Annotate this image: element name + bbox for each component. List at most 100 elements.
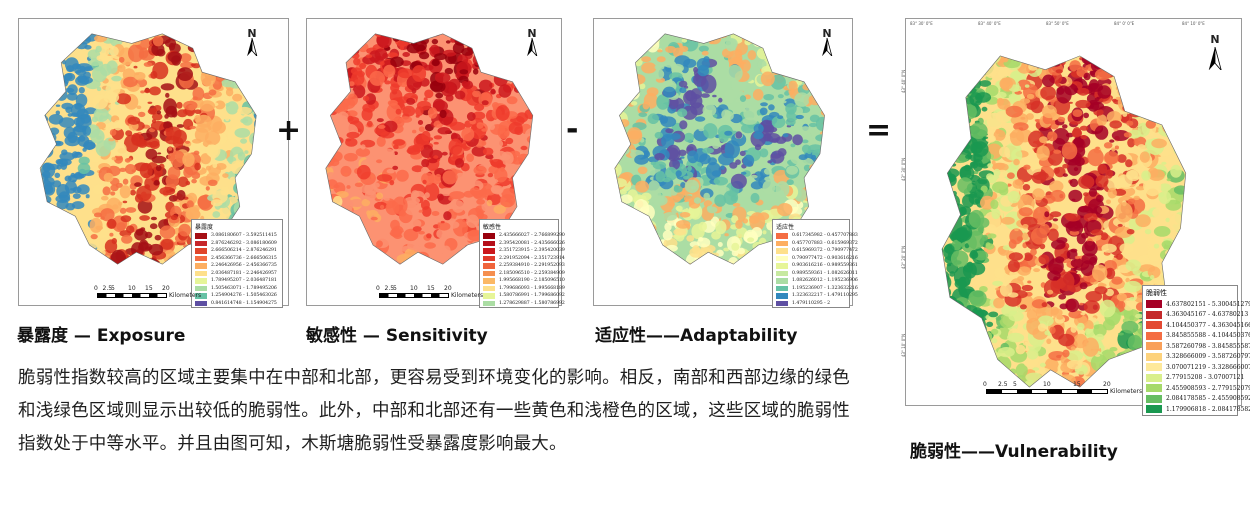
legend-swatch bbox=[483, 285, 495, 291]
scale-tick-label: 15 bbox=[427, 285, 435, 292]
legend-item: 0.841614748 - 1.154904275 bbox=[192, 300, 282, 308]
vulnerability-legend: 脆弱性 4.637802151 - 5.300451279 4.363045167 … bbox=[1142, 285, 1250, 416]
legend-label: 2.876246292 - 3.086180609 bbox=[211, 240, 277, 246]
legend-label: 2.77915208 - 3.07007121 bbox=[1166, 374, 1245, 382]
scale-tick-label: 20 bbox=[1103, 381, 1111, 388]
legend-swatch bbox=[776, 300, 788, 306]
legend-item: 1.789495207 - 2.036487181 bbox=[192, 277, 282, 285]
scale-bar: 0 2.5 5 10 15 20 Kilometers bbox=[983, 381, 1142, 399]
legend-label: 0.617345982 - 0.457707883 bbox=[792, 233, 858, 239]
legend-swatch bbox=[195, 240, 207, 246]
exposure-caption: 暴露度 — Exposure bbox=[17, 326, 186, 346]
legend-label: 0.790977472 - 0.903616216 bbox=[792, 255, 858, 261]
legend-label: 2.291952094 - 2.351723914 bbox=[499, 255, 565, 261]
adaptability-legend: 适应性 0.617345982 - 0.457707883 0.457707883 … bbox=[772, 219, 858, 308]
legend-item: 1.278629887 - 1.580786992 bbox=[480, 300, 565, 308]
legend-item: 1.179906818 - 2.084178582 bbox=[1143, 404, 1250, 415]
legend-swatch bbox=[776, 263, 788, 269]
legend-item: 2.456366736 - 2.666506315 bbox=[192, 255, 282, 263]
legend-swatch bbox=[1146, 300, 1162, 309]
legend-swatch bbox=[195, 233, 207, 239]
scale-tick-label: 10 bbox=[410, 285, 418, 292]
legend-item: 3.845855588 - 4.104450376 bbox=[1143, 331, 1250, 342]
legend-item: 1.254904276 - 1.505463026 bbox=[192, 292, 282, 300]
legend-item: 1.479110295 - 2 bbox=[773, 300, 849, 308]
legend-label: 0.615969372 - 0.790977472 bbox=[792, 248, 858, 254]
legend-swatch bbox=[776, 248, 788, 254]
legend-item: 0.989559361 - 1.082626011 bbox=[773, 270, 858, 278]
legend-label: 4.637802151 - 5.300451279 bbox=[1166, 300, 1250, 308]
legend-swatch bbox=[195, 248, 207, 254]
latitude-label: 43° 20' 0"N bbox=[901, 245, 907, 270]
legend-swatch bbox=[1146, 384, 1162, 393]
north-label: N bbox=[527, 27, 537, 40]
legend-item: 4.637802151 - 5.300451279 bbox=[1143, 299, 1250, 310]
scale-tick-label: 5 bbox=[393, 285, 397, 292]
legend-label: 2.084178585 - 2.455908592 bbox=[1166, 395, 1250, 403]
plus-operator: + bbox=[276, 113, 302, 148]
legend-label: 2.455908593 - 2.779152079 bbox=[1166, 384, 1250, 392]
legend-swatch bbox=[1146, 405, 1162, 414]
legend-label: 1.179906818 - 2.084178582 bbox=[1166, 405, 1250, 413]
legend-label: 1.580786991 - 1.799686092 bbox=[499, 293, 565, 299]
legend-label: 2.666506214 - 2.876246291 bbox=[211, 248, 277, 254]
legend-item: 1.505463071 - 1.789495206 bbox=[192, 285, 282, 293]
legend-swatch bbox=[195, 300, 207, 306]
sensitivity-legend-title: 敏感性 bbox=[483, 224, 502, 231]
legend-label: 3.086180607 - 3.592511415 bbox=[211, 233, 277, 239]
legend-swatch bbox=[1146, 321, 1162, 330]
scale-tick-label: 15 bbox=[145, 285, 153, 292]
legend-item: 3.070071219 - 3.328666007 bbox=[1143, 362, 1250, 373]
legend-item: 1.082626012 - 1.195236906 bbox=[773, 277, 858, 285]
legend-label: 1.995668190 - 2.185096510 bbox=[499, 278, 565, 284]
scale-tick-label: 0 bbox=[983, 381, 987, 388]
scale-tick-label: 2.5 bbox=[102, 285, 113, 292]
scale-tick-label: 10 bbox=[128, 285, 136, 292]
scale-bar: 0 2.5 5 10 15 20 Kilometers bbox=[376, 285, 483, 303]
scale-tick-label: 0 bbox=[376, 285, 380, 292]
legend-swatch bbox=[1146, 373, 1162, 382]
sensitivity-map-panel: 敏感性 2.435666027 - 2.766899290 2.395420081 … bbox=[306, 18, 565, 308]
scale-tick-label: 5 bbox=[1013, 381, 1017, 388]
legend-swatch bbox=[776, 293, 788, 299]
legend-swatch bbox=[1146, 331, 1162, 340]
longitude-label: 83° 40' 0"E bbox=[978, 21, 1001, 26]
legend-item: 3.086180607 - 3.592511415 bbox=[192, 232, 282, 240]
legend-label: 4.363045167 - 4.63780213 bbox=[1166, 311, 1249, 319]
vulnerability-caption: 脆弱性——Vulnerability bbox=[910, 442, 1118, 462]
minus-operator: - bbox=[566, 112, 579, 147]
legend-label: 2.185096510 - 2.259384909 bbox=[499, 270, 565, 276]
legend-label: 2.259384910 - 2.291952093 bbox=[499, 263, 565, 269]
legend-label: 1.505463071 - 1.789495206 bbox=[211, 285, 277, 291]
vulnerability-map-svg bbox=[941, 55, 1187, 388]
latitude-label: 43° 40' 0"N bbox=[901, 69, 907, 94]
legend-swatch bbox=[483, 233, 495, 239]
legend-item: 2.036487181 - 2.246426957 bbox=[192, 270, 282, 278]
legend-label: 2.435666027 - 2.766899290 bbox=[499, 233, 565, 239]
legend-label: 1.789495207 - 2.036487181 bbox=[211, 278, 277, 284]
legend-label: 2.036487181 - 2.246426957 bbox=[211, 270, 277, 276]
legend-label: 0.989559361 - 1.082626011 bbox=[792, 270, 858, 276]
legend-label: 1.082626012 - 1.195236906 bbox=[792, 278, 858, 284]
legend-item: 2.084178585 - 2.455908592 bbox=[1143, 394, 1250, 405]
legend-label: 2.246426956 - 2.456366735 bbox=[211, 263, 277, 269]
legend-label: 2.456366736 - 2.666506315 bbox=[211, 255, 277, 261]
legend-label: 1.195236907 - 1.323632216 bbox=[792, 285, 858, 291]
legend-label: 0.457707883 - 0.615969372 bbox=[792, 240, 858, 246]
longitude-label: 84° 0' 0"E bbox=[1114, 21, 1135, 26]
scale-tick-label: 0 bbox=[94, 285, 98, 292]
legend-swatch bbox=[195, 270, 207, 276]
legend-label: 1.479110295 - 2 bbox=[792, 300, 831, 306]
scale-bar-graphic bbox=[379, 293, 449, 298]
sensitivity-boundary bbox=[325, 33, 534, 265]
adaptability-boundary bbox=[614, 33, 825, 265]
legend-item: 2.185096510 - 2.259384909 bbox=[480, 270, 565, 278]
legend-swatch bbox=[483, 278, 495, 284]
legend-swatch bbox=[483, 270, 495, 276]
north-label: N bbox=[247, 27, 257, 40]
legend-label: 3.587260798 - 3.845855587 bbox=[1166, 342, 1250, 350]
legend-item: 1.195236907 - 1.323632216 bbox=[773, 285, 858, 293]
scale-unit: Kilometers bbox=[451, 292, 484, 299]
legend-label: 0.841614748 - 1.154904275 bbox=[211, 300, 277, 306]
legend-swatch bbox=[483, 240, 495, 246]
